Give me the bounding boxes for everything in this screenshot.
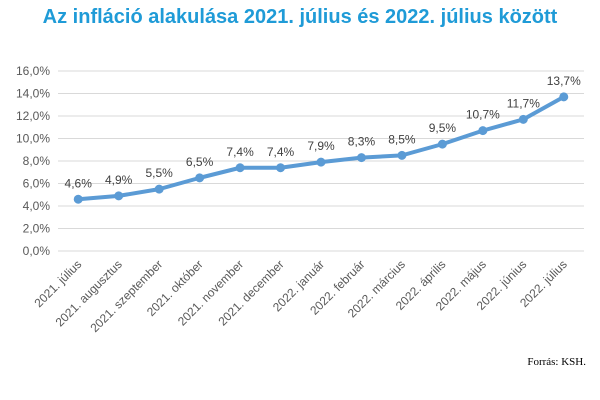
data-label: 7,9% [307,139,335,153]
data-label: 10,7% [466,108,500,122]
y-tick-label: 16,0% [16,64,50,78]
data-point [114,191,124,201]
y-tick-label: 6,0% [23,177,51,191]
data-label: 11,7% [507,96,540,110]
data-label: 6,5% [186,155,214,169]
y-tick-label: 12,0% [16,109,50,123]
data-label: 8,3% [348,135,376,149]
data-point [73,194,83,204]
data-label: 4,9% [105,173,133,187]
data-point [478,126,488,136]
y-tick-label: 10,0% [16,132,50,146]
chart-title: Az infláció alakulása 2021. július és 20… [42,6,558,28]
data-label: 7,4% [226,145,254,159]
data-point [276,163,286,173]
x-tick-label: 2021. szeptember [87,257,165,335]
y-tick-label: 4,0% [23,199,51,213]
data-label: 7,4% [267,145,295,159]
y-tick-label: 2,0% [23,222,51,236]
data-point [518,114,528,124]
data-label: 13,7% [547,74,581,88]
data-label: 5,5% [145,166,173,180]
data-point [235,163,245,173]
y-tick-label: 14,0% [16,87,50,101]
data-label: 9,5% [429,121,457,135]
data-point [195,173,205,183]
data-label: 4,6% [65,176,93,190]
data-point [356,153,366,163]
data-point [397,150,407,160]
source-note: Forrás: KSH. [527,356,586,368]
data-point [437,139,447,149]
data-label: 8,5% [388,132,416,146]
y-tick-label: 0,0% [23,244,51,258]
y-tick-label: 8,0% [23,154,51,168]
data-point [559,92,569,102]
data-point [154,184,164,194]
data-point [316,157,326,167]
